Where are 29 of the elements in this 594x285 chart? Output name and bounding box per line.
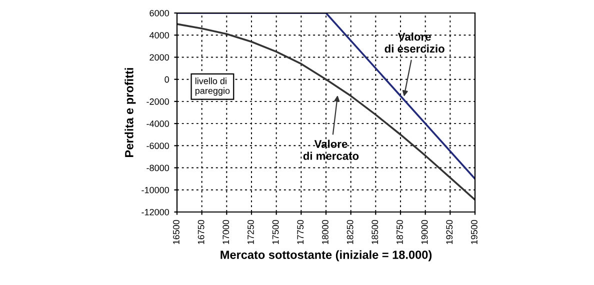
y-tick-label: -6000 — [146, 142, 170, 150]
line-series — [177, 23, 475, 201]
annotation: Valore di esercizio — [384, 32, 444, 53]
x-tick-label: 17750 — [297, 220, 304, 244]
x-axis-title: Mercato sottostante (iniziale = 18.000) — [220, 250, 432, 262]
x-tick-label: 17250 — [248, 220, 254, 244]
x-tick-label: 19000 — [421, 220, 428, 244]
x-tick-label: 18000 — [322, 220, 328, 244]
y-tick-label: -10000 — [142, 186, 170, 194]
y-tick-label: -2000 — [146, 98, 170, 105]
y-tick-label: 0 — [164, 76, 170, 83]
y-tick-label: -4000 — [146, 120, 170, 127]
y-tick-label: 2000 — [150, 54, 170, 61]
y-tick-label: -8000 — [146, 164, 170, 172]
y-tick-label: -12000 — [142, 208, 170, 216]
annotation: Valore di mercato — [303, 140, 359, 160]
x-tick-label: 16750 — [198, 220, 204, 244]
x-tick-label: 16500 — [173, 220, 180, 244]
y-axis-title: Perdita e profitti — [124, 68, 136, 157]
x-tick-label: 18250 — [346, 220, 354, 244]
x-tick-label: 19500 — [471, 220, 478, 244]
x-tick-label: 17000 — [222, 220, 230, 244]
x-tick-label: 19250 — [446, 220, 453, 244]
y-tick-label: 4000 — [149, 32, 170, 38]
x-tick-label: 18500 — [372, 220, 378, 244]
x-tick-label: 17500 — [272, 220, 279, 244]
y-tick-label: 6000 — [150, 10, 170, 16]
x-tick-label: 18750 — [396, 220, 403, 244]
annotation: livello di pareggio — [195, 78, 230, 96]
